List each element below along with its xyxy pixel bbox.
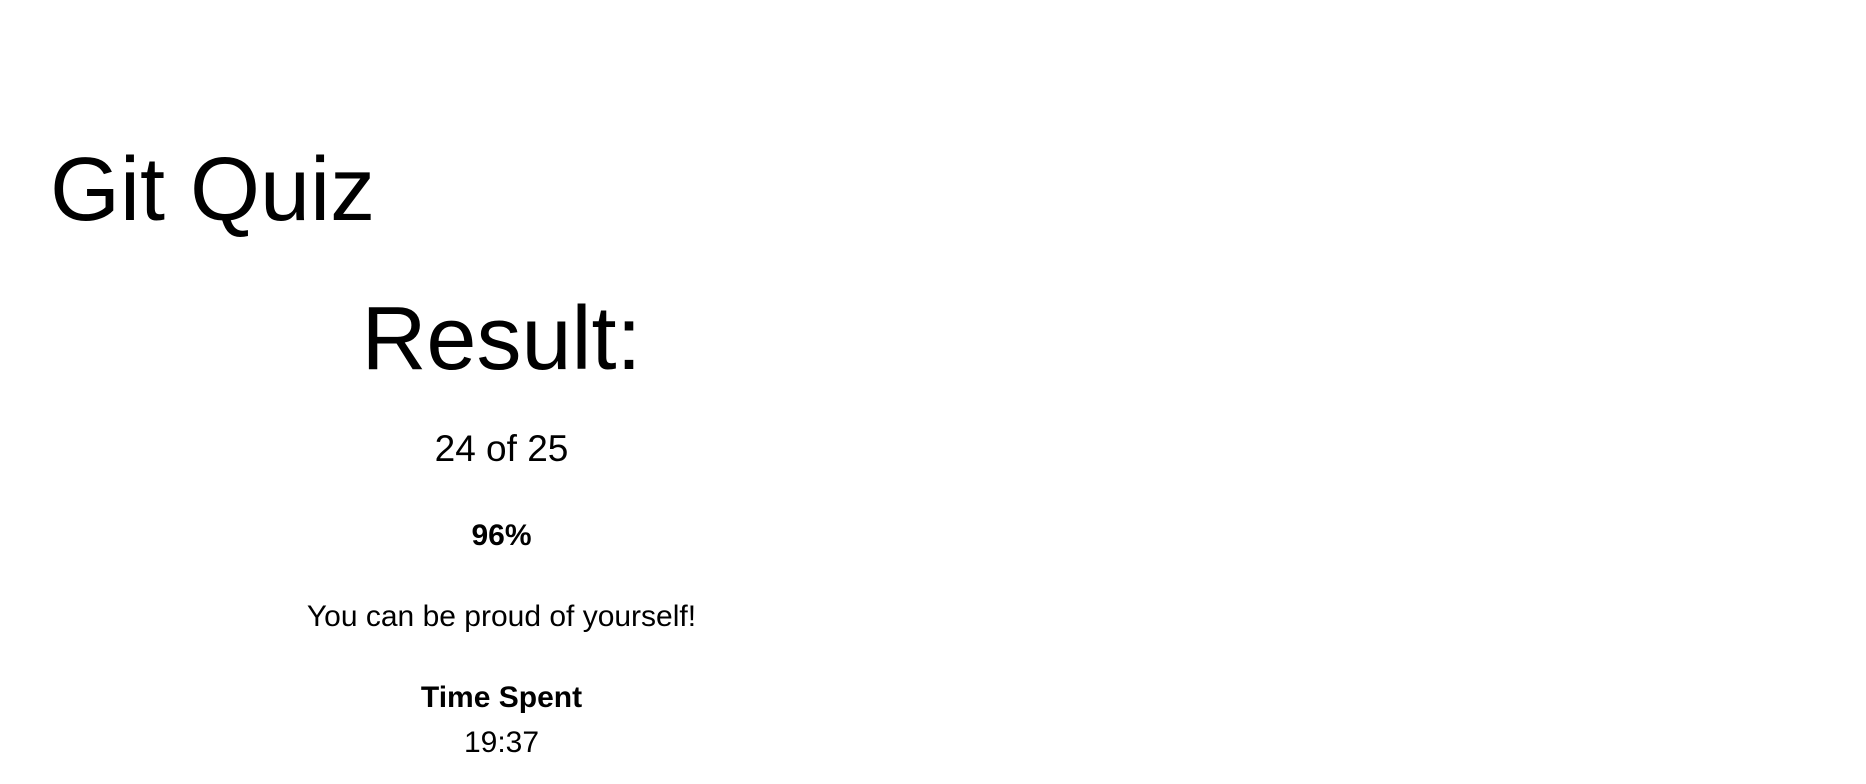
score-percent: 96% — [471, 519, 532, 552]
time-spent-label: Time Spent — [420, 681, 583, 714]
result-message: You can be proud of yourself! — [306, 600, 697, 633]
result-heading: Result: — [361, 289, 642, 389]
result-panel: Result: 24 of 25 96% You can be proud of… — [306, 289, 697, 759]
page-title: Git Quiz — [50, 140, 376, 240]
time-spent-value: 19:37 — [463, 726, 540, 759]
score-fraction: 24 of 25 — [434, 428, 569, 469]
